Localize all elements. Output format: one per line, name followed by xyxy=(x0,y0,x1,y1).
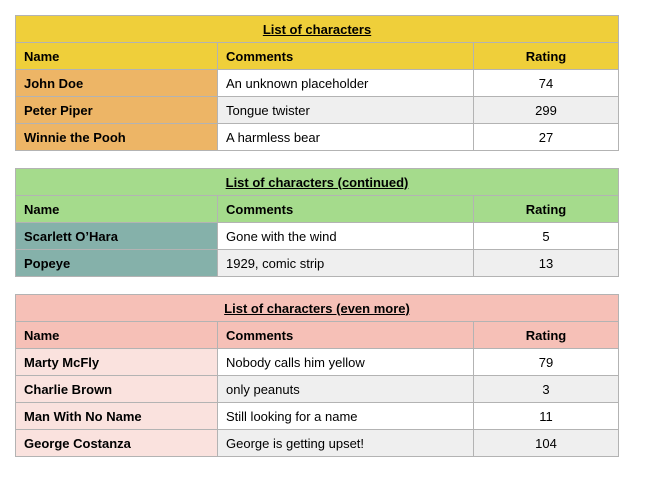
cell-rating: 104 xyxy=(473,429,619,457)
column-header-comments: Comments xyxy=(217,321,474,349)
characters-table-2: List of characters (continued) Name Comm… xyxy=(14,168,620,277)
cell-name: George Costanza xyxy=(15,429,218,457)
table-row: Charlie Brown only peanuts 3 xyxy=(15,375,619,403)
cell-comments: only peanuts xyxy=(217,375,474,403)
cell-name: Man With No Name xyxy=(15,402,218,430)
table-header-row: Name Comments Rating xyxy=(15,195,620,223)
table-row: Peter Piper Tongue twister 299 xyxy=(15,96,620,124)
table-title-row: List of characters (continued) xyxy=(14,168,620,196)
table-title-text: List of characters xyxy=(262,21,372,37)
table-row: John Doe An unknown placeholder 74 xyxy=(15,69,620,97)
cell-name: Peter Piper xyxy=(15,96,218,124)
table-title-text: List of characters (continued) xyxy=(225,174,409,190)
table-title: List of characters xyxy=(14,15,620,43)
cell-name: Scarlett O’Hara xyxy=(15,222,218,250)
column-header-name: Name xyxy=(15,321,218,349)
characters-table-3: List of characters (even more) Name Comm… xyxy=(15,294,619,457)
cell-comments: An unknown placeholder xyxy=(217,69,474,97)
table-title: List of characters (continued) xyxy=(14,168,620,196)
table-row: Popeye 1929, comic strip 13 xyxy=(15,249,620,277)
table-title-row: List of characters xyxy=(14,15,620,43)
characters-table-1: List of characters Name Comments Rating … xyxy=(14,15,620,151)
cell-rating: 13 xyxy=(472,249,620,277)
cell-rating: 299 xyxy=(472,96,620,124)
cell-comments: Tongue twister xyxy=(217,96,474,124)
cell-name: John Doe xyxy=(15,69,218,97)
table-title-row: List of characters (even more) xyxy=(15,294,619,322)
cell-rating: 3 xyxy=(473,375,619,403)
table-row: Marty McFly Nobody calls him yellow 79 xyxy=(15,348,619,376)
cell-name: Winnie the Pooh xyxy=(15,123,218,151)
table-header-row: Name Comments Rating xyxy=(15,42,620,70)
cell-rating: 79 xyxy=(473,348,619,376)
cell-name: Marty McFly xyxy=(15,348,218,376)
cell-comments: 1929, comic strip xyxy=(217,249,474,277)
cell-name: Charlie Brown xyxy=(15,375,218,403)
column-header-name: Name xyxy=(15,42,218,70)
cell-rating: 27 xyxy=(472,123,620,151)
table-row: Scarlett O’Hara Gone with the wind 5 xyxy=(15,222,620,250)
table-title-text: List of characters (even more) xyxy=(224,300,410,316)
cell-comments: A harmless bear xyxy=(217,123,474,151)
table-row: Man With No Name Still looking for a nam… xyxy=(15,402,619,430)
cell-comments: Gone with the wind xyxy=(217,222,474,250)
cell-name: Popeye xyxy=(15,249,218,277)
column-header-rating: Rating xyxy=(472,42,620,70)
cell-comments: Nobody calls him yellow xyxy=(217,348,474,376)
column-header-name: Name xyxy=(15,195,218,223)
column-header-comments: Comments xyxy=(217,195,474,223)
column-header-rating: Rating xyxy=(472,195,620,223)
table-header-row: Name Comments Rating xyxy=(15,321,619,349)
cell-rating: 74 xyxy=(472,69,620,97)
table-row: George Costanza George is getting upset!… xyxy=(15,429,619,457)
cell-comments: George is getting upset! xyxy=(217,429,474,457)
cell-rating: 11 xyxy=(473,402,619,430)
cell-rating: 5 xyxy=(472,222,620,250)
column-header-comments: Comments xyxy=(217,42,474,70)
cell-comments: Still looking for a name xyxy=(217,402,474,430)
table-title: List of characters (even more) xyxy=(15,294,619,322)
column-header-rating: Rating xyxy=(473,321,619,349)
table-row: Winnie the Pooh A harmless bear 27 xyxy=(15,123,620,151)
